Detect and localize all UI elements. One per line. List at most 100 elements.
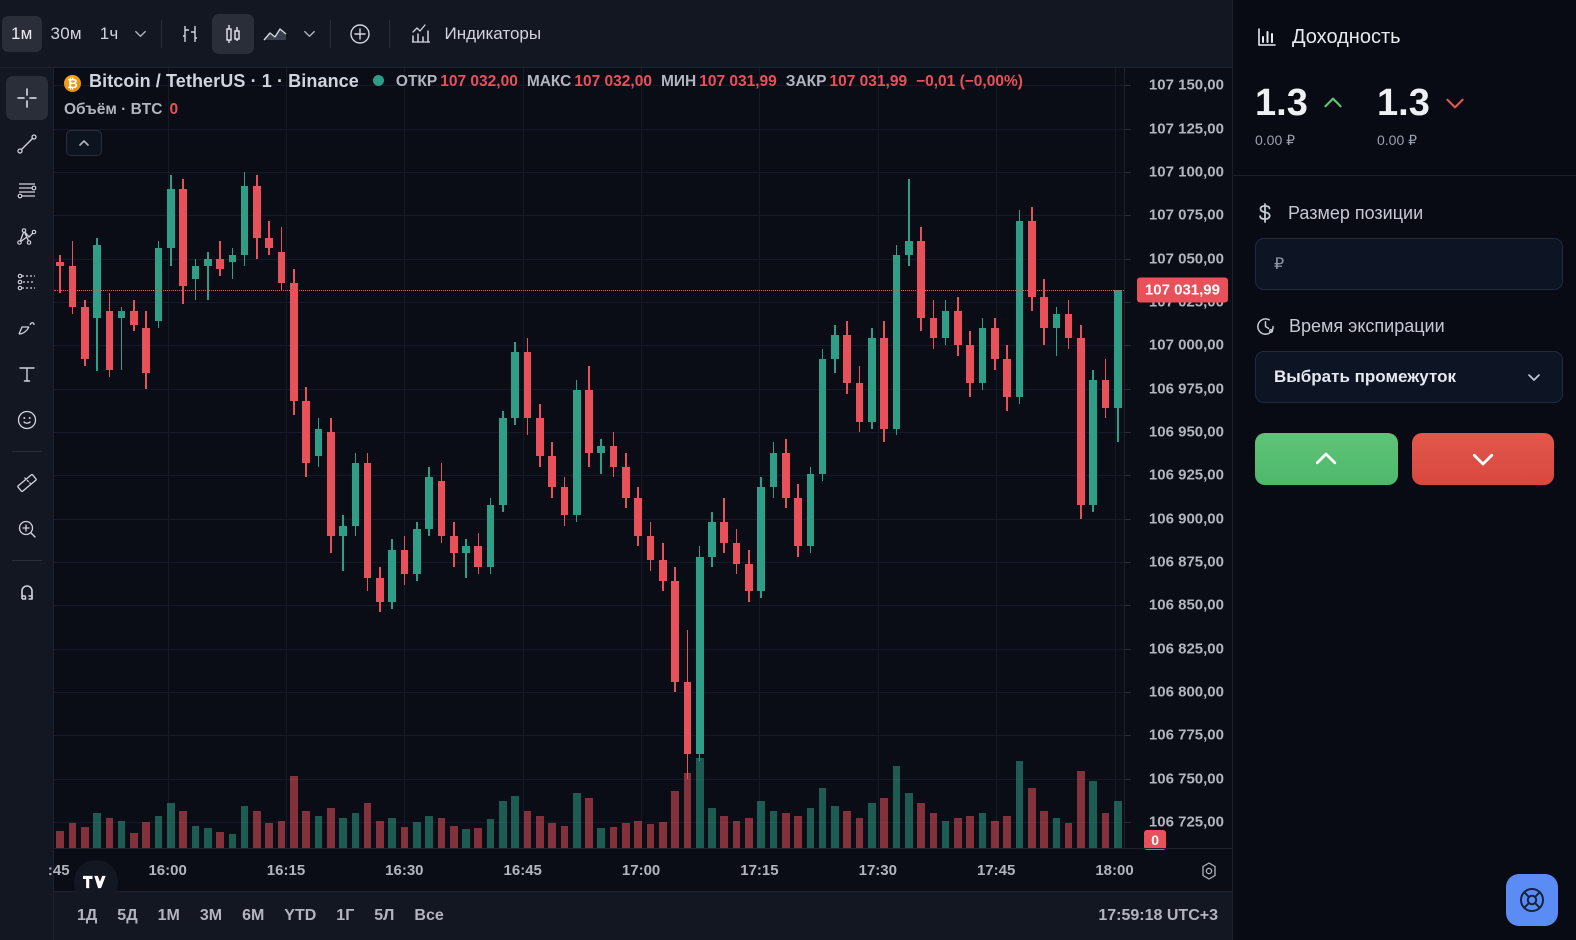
volume-bar — [1027, 788, 1036, 848]
expiry-select[interactable]: Выбрать промежуток — [1255, 351, 1563, 403]
collapse-legend-button[interactable] — [66, 130, 102, 156]
volume-bar — [351, 813, 360, 848]
emoji-sticker-icon[interactable] — [6, 398, 48, 442]
volume-bar — [486, 819, 495, 848]
candle-body — [290, 282, 298, 401]
chart-type-dropdown-chevron-down-icon[interactable] — [296, 17, 322, 51]
volume-bar — [474, 828, 483, 848]
candle-wick — [342, 515, 344, 571]
support-help-button[interactable] — [1506, 874, 1558, 926]
volume-bar — [732, 820, 741, 848]
volume-bar — [818, 788, 827, 848]
zoom-in-icon[interactable] — [6, 507, 48, 551]
current-price-line — [54, 289, 1124, 291]
brush-draw-icon[interactable] — [6, 306, 48, 350]
candlestick-plot[interactable] — [54, 68, 1124, 848]
candle-body — [708, 522, 716, 557]
range-button[interactable]: 3М — [199, 907, 223, 924]
candle-body — [179, 189, 187, 287]
volume-bar — [1114, 800, 1122, 848]
sell-put-button[interactable] — [1411, 433, 1554, 485]
price-axis-label: 107 075,00 — [1148, 206, 1224, 224]
candle-body — [609, 445, 618, 467]
buy-call-button[interactable] — [1255, 433, 1398, 485]
chart-pane[interactable]: Bitcoin / TetherUS · 1 · Binance ОТКР107… — [48, 68, 1232, 940]
volume-bar — [80, 826, 89, 848]
candle-body — [474, 546, 483, 568]
volume-bar — [966, 815, 975, 848]
volume-bar — [302, 810, 310, 848]
price-axis-tick — [1125, 85, 1131, 87]
volume-bar — [1089, 780, 1098, 848]
prediction-measure-icon[interactable] — [6, 260, 48, 304]
volume-bar — [326, 808, 335, 848]
volume-bar — [609, 826, 618, 848]
fib-retracement-icon[interactable] — [6, 168, 48, 212]
candle-body — [388, 549, 397, 602]
range-button[interactable]: Все — [414, 907, 444, 924]
time-axis[interactable]: :45 16:00 16:15 16:30 16:45 17:00 17:15 17:30 17… — [48, 848, 1232, 892]
trend-line-icon[interactable] — [6, 122, 48, 166]
bar-chart-type-icon[interactable] — [170, 14, 212, 54]
indicators-button[interactable]: Индикаторы — [400, 15, 551, 53]
candle-body — [941, 310, 950, 339]
candle-body — [646, 536, 655, 561]
volume-bar — [425, 815, 433, 848]
volume-bar — [511, 795, 520, 848]
candlestick-chart-type-icon[interactable] — [212, 13, 255, 54]
dollar-icon — [1259, 203, 1271, 223]
timeframe-dropdown-chevron-down-icon[interactable] — [127, 17, 153, 51]
position-size-input[interactable]: ₽ — [1255, 238, 1563, 290]
price-axis-label: 106 825,00 — [1148, 640, 1224, 658]
gridline-vertical — [877, 68, 879, 848]
area-chart-type-icon[interactable] — [254, 14, 296, 54]
gridline-horizontal — [54, 692, 1124, 693]
payout-title: Доходность — [1292, 25, 1401, 48]
tradingview-logo-icon[interactable] — [74, 860, 118, 904]
payout-up-cell: 1.3 0.00 ₽ — [1255, 84, 1377, 149]
volume-bar — [499, 800, 507, 848]
measure-ruler-icon[interactable] — [6, 461, 48, 505]
volume-bar — [868, 803, 876, 848]
position-size-label-row: Размер позиции — [1255, 202, 1554, 224]
volume-bar — [831, 805, 839, 848]
candle-body — [302, 400, 310, 464]
candle-body — [130, 310, 138, 325]
range-button[interactable]: YTD — [284, 907, 317, 924]
volume-bar — [1077, 770, 1085, 848]
candle-body — [1003, 359, 1011, 398]
volume-bar — [105, 818, 114, 848]
chart-settings-gear-icon[interactable] — [1198, 860, 1220, 882]
add-compare-plus-icon[interactable] — [339, 14, 381, 54]
pitchfork-pattern-icon[interactable] — [6, 214, 48, 258]
range-button[interactable]: 1Г — [336, 907, 355, 924]
time-axis-label: :45 — [47, 862, 70, 879]
gridline-vertical — [1114, 68, 1116, 848]
clock-icon — [1257, 318, 1274, 335]
timeframe-button-1h[interactable]: 1ч — [99, 23, 119, 43]
volume-bar — [413, 821, 421, 848]
timeframe-button-1m[interactable]: 1м — [2, 15, 42, 52]
range-button[interactable]: 1М — [157, 907, 180, 924]
candle-body — [523, 352, 532, 419]
candle-body — [597, 445, 606, 453]
volume-bar — [437, 818, 446, 848]
range-button[interactable]: 1Д — [77, 907, 98, 924]
time-axis-label: 18:00 — [1095, 862, 1134, 879]
toolbar-divider-3 — [389, 19, 391, 48]
magnet-mode-icon[interactable] — [6, 570, 48, 614]
range-button[interactable]: 5Л — [374, 907, 395, 924]
candle-body — [326, 432, 335, 536]
price-axis[interactable]: 107 150,00 107 125,00 107 100,00 107 075,00… — [1124, 68, 1232, 850]
candle-body — [154, 248, 163, 322]
time-axis-label: 17:15 — [740, 862, 779, 879]
text-tool-icon[interactable] — [6, 352, 48, 396]
cursor-crosshair-icon[interactable] — [5, 76, 48, 120]
candle-body — [80, 307, 89, 360]
range-button[interactable]: 5Д — [117, 907, 138, 924]
timeframe-button-30m[interactable]: 30м — [50, 23, 82, 43]
toolbar-divider-5 — [11, 560, 42, 561]
candle-body — [535, 418, 544, 457]
range-button[interactable]: 6М — [242, 907, 265, 924]
chart-top-toolbar: 1м 30м 1ч — [0, 0, 1232, 68]
